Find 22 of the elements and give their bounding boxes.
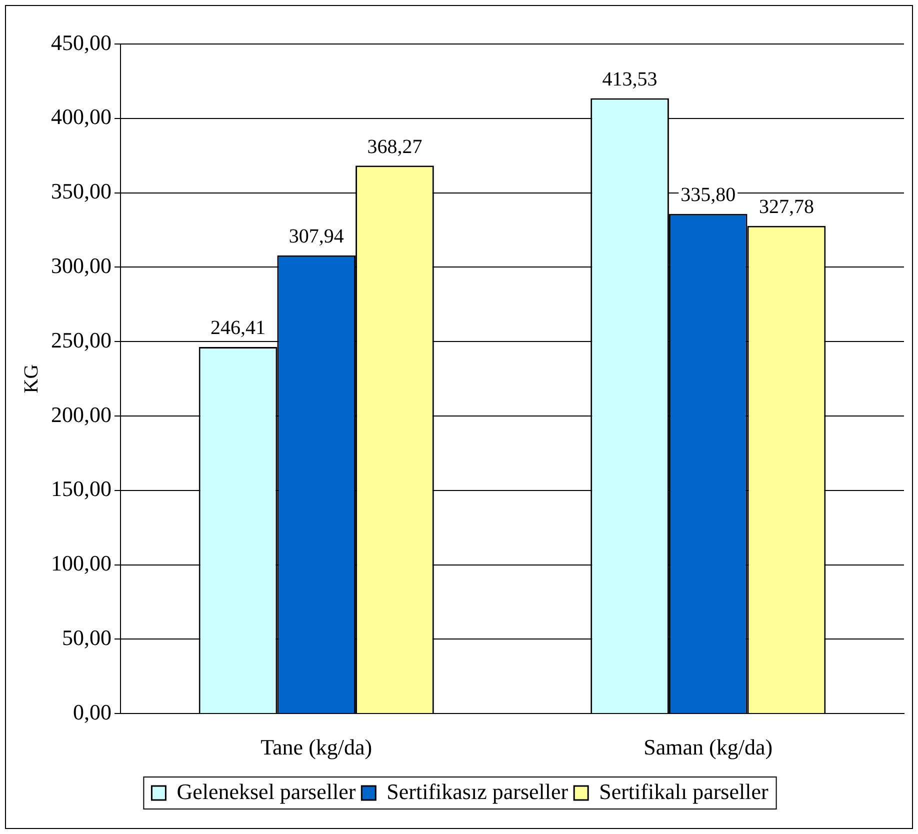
- data-label: 368,27: [367, 136, 422, 158]
- x-tick-label: Tane (kg/da): [260, 734, 372, 760]
- y-tick-label: 150,00: [51, 476, 112, 502]
- x-tick-label: Saman (kg/da): [644, 734, 773, 760]
- data-label: 413,53: [602, 68, 658, 91]
- y-tick-label: 400,00: [51, 104, 112, 130]
- data-label: 246,41: [210, 317, 266, 340]
- data-label: 327,78: [758, 196, 814, 218]
- y-axis-title: KG: [20, 364, 42, 394]
- data-label: 307,94: [288, 226, 344, 248]
- legend-label: Geleneksel parseller: [176, 778, 356, 804]
- data-label: 335,80: [680, 184, 736, 206]
- legend-label: Sertifikasız parseller: [386, 778, 569, 804]
- y-tick-label: 100,00: [51, 550, 112, 576]
- y-tick-label: 200,00: [51, 402, 112, 427]
- legend-label: Sertifikalı parseller: [599, 778, 769, 804]
- y-tick-label: 450,00: [51, 30, 112, 55]
- y-tick-label: 0,00: [73, 699, 112, 724]
- y-tick-label: 350,00: [51, 178, 112, 204]
- y-tick-label: 50,00: [62, 624, 112, 650]
- y-tick-label: 300,00: [51, 252, 112, 278]
- y-tick-label: 250,00: [51, 327, 112, 352]
